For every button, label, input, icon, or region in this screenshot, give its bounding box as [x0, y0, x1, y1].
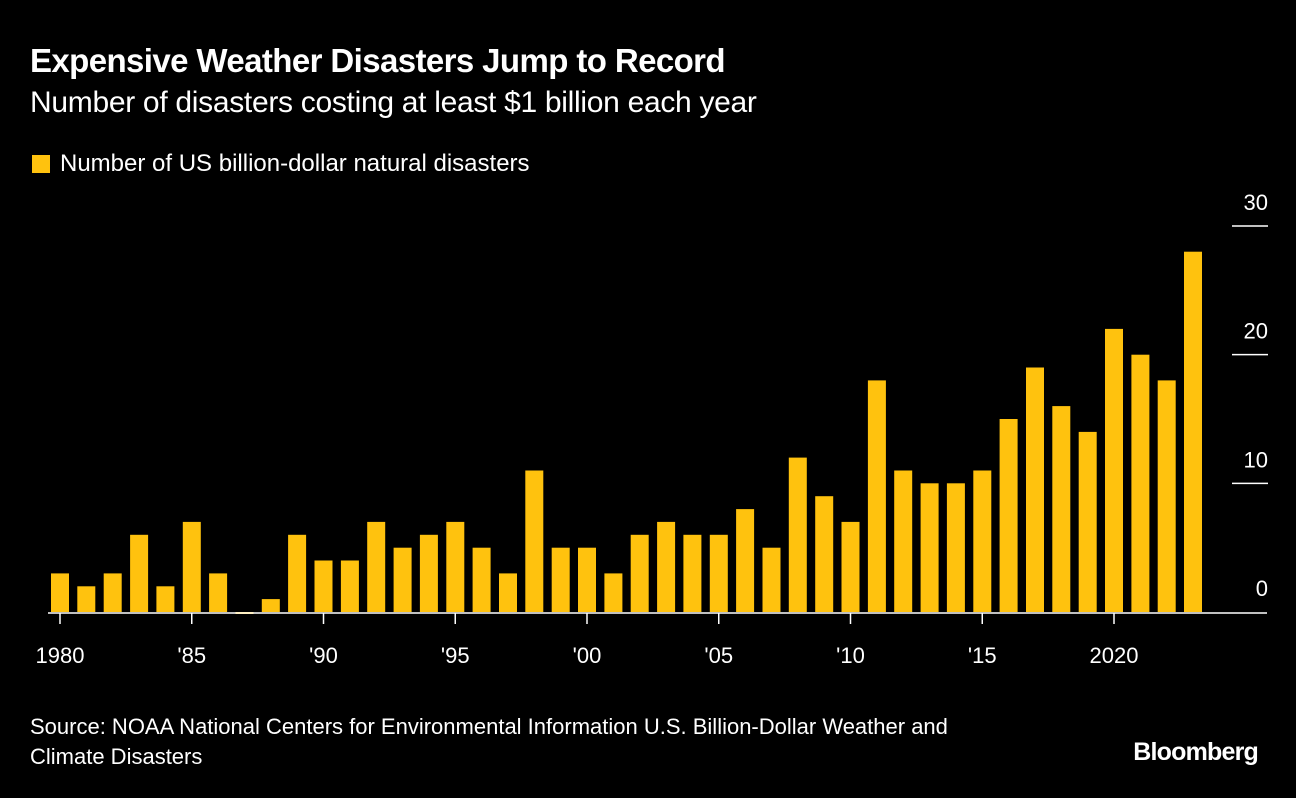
- x-tick-label: '15: [968, 643, 997, 668]
- bar-2000: [578, 547, 596, 612]
- x-tick-label: 1980: [36, 643, 85, 668]
- bar-1994: [419, 534, 438, 612]
- x-tick-label: '05: [704, 643, 733, 668]
- bar-2010: [841, 521, 860, 612]
- bar-1998: [525, 470, 544, 612]
- chart-title: Expensive Weather Disasters Jump to Reco…: [30, 42, 726, 79]
- x-tick-label: '10: [836, 643, 865, 668]
- bar-1980: [51, 573, 69, 612]
- bar-1993: [393, 547, 412, 612]
- legend: Number of US billion-dollar natural disa…: [32, 150, 530, 178]
- bar-2016: [999, 419, 1018, 612]
- bar-2008: [788, 457, 807, 612]
- bar-1985: [182, 521, 201, 612]
- chart-subtitle: Number of disasters costing at least $1 …: [30, 86, 757, 119]
- bar-1997: [499, 573, 517, 612]
- bar-1984: [156, 586, 175, 612]
- bar-2019: [1078, 431, 1097, 612]
- y-grid: 0 10 20 30: [1232, 190, 1268, 601]
- bar-2004: [683, 534, 702, 612]
- bar-1988: [261, 599, 280, 612]
- y-tick-label: 30: [1244, 190, 1268, 215]
- bars: [51, 251, 1202, 614]
- bar-2020: [1105, 328, 1123, 612]
- bar-1992: [367, 521, 386, 612]
- bar-1990: [314, 560, 333, 612]
- bar-2018: [1052, 406, 1071, 612]
- bar-2006: [736, 509, 755, 612]
- bar-2011: [867, 380, 886, 612]
- bar-2012: [894, 470, 913, 612]
- legend-swatch: [32, 155, 50, 173]
- bar-2022: [1157, 380, 1176, 612]
- bar-1986: [209, 573, 228, 612]
- x-tick-label: '85: [177, 643, 206, 668]
- bar-1995: [446, 521, 465, 612]
- bar-2017: [1026, 367, 1044, 612]
- bloomberg-logo: Bloomberg: [1133, 738, 1259, 766]
- x-tick-label: 2020: [1090, 643, 1139, 668]
- bar-2007: [762, 547, 781, 612]
- bar-1981: [77, 586, 96, 612]
- y-tick-label: 20: [1244, 319, 1268, 344]
- x-tick-label: '90: [309, 643, 338, 668]
- bar-2014: [946, 483, 965, 612]
- bar-2021: [1131, 354, 1150, 612]
- bar-2023: [1184, 251, 1202, 612]
- bar-1999: [551, 547, 570, 612]
- source-note: Source: NOAA National Centers for Enviro…: [30, 714, 948, 769]
- legend-label: Number of US billion-dollar natural disa…: [60, 150, 530, 177]
- bar-2002: [630, 534, 649, 612]
- x-tick-label: '95: [441, 643, 470, 668]
- bar-2015: [973, 470, 992, 612]
- y-tick-label: 10: [1244, 447, 1268, 472]
- bar-1991: [340, 560, 359, 612]
- bar-2013: [920, 483, 939, 612]
- bar-1982: [103, 573, 122, 612]
- bar-1983: [130, 534, 149, 612]
- bar-1989: [288, 534, 307, 612]
- bar-2009: [815, 496, 834, 612]
- y-tick-label: 0: [1256, 576, 1268, 601]
- x-tick-label: '00: [573, 643, 602, 668]
- bar-2001: [604, 573, 623, 612]
- bar-2003: [657, 521, 676, 612]
- bar-2005: [709, 534, 728, 612]
- bar-1996: [472, 547, 491, 612]
- x-axis: 1980 '85 '90 '95 '00 '05 '10 '15 2020: [36, 612, 1267, 668]
